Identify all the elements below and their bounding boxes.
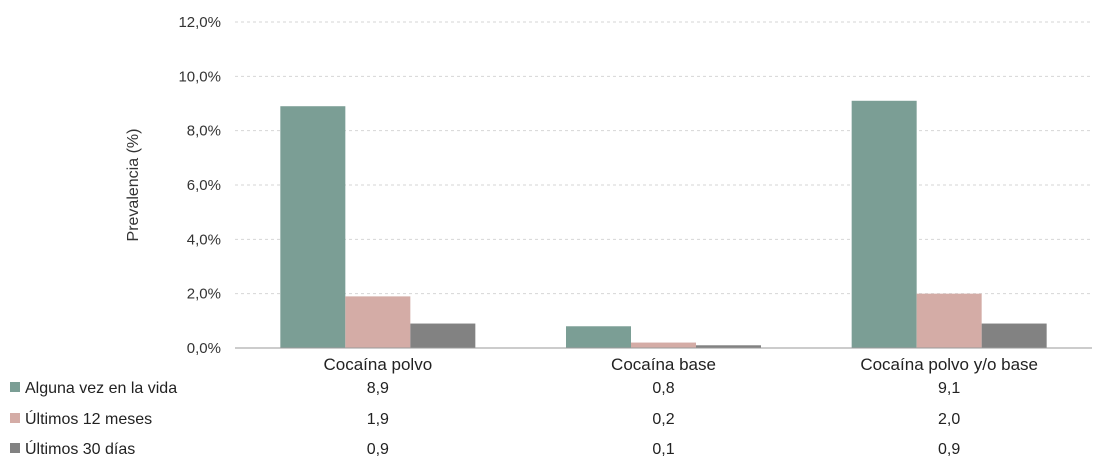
y-axis-ticks: 0,0% 2,0% 4,0% 6,0% 8,0% 10,0% 12,0% — [178, 14, 221, 357]
legend-swatch — [10, 413, 20, 423]
bar — [631, 342, 696, 348]
table-value: 0,1 — [652, 441, 674, 458]
legend-entry: Últimos 30 días — [25, 439, 135, 458]
legend-swatch — [10, 382, 20, 392]
bar — [280, 106, 346, 348]
category-label: Cocaína polvo y/o base — [860, 355, 1038, 374]
y-tick-label: 8,0% — [187, 123, 221, 140]
bar — [410, 323, 476, 348]
y-tick-label: 2,0% — [187, 286, 221, 303]
legend-entry: Últimos 12 meses — [25, 409, 152, 428]
category-labels: Cocaína polvo Cocaína base Cocaína polvo y… — [323, 355, 1038, 374]
table-value: 1,9 — [367, 411, 389, 428]
table-value: 9,1 — [938, 380, 960, 397]
data-table: Alguna vez en la vida 8,9 0,8 9,1 Últimos 12… — [10, 380, 960, 458]
table-value: 0,9 — [938, 441, 960, 458]
y-tick-label: 4,0% — [187, 231, 221, 248]
y-tick-label: 10,0% — [178, 68, 221, 85]
table-value: 8,9 — [367, 380, 389, 397]
y-axis-label: Prevalencia (%) — [125, 129, 142, 242]
bar — [981, 323, 1047, 348]
category-label: Cocaína base — [611, 355, 716, 374]
legend-entry: Alguna vez en la vida — [25, 380, 177, 397]
category-label: Cocaína polvo — [323, 355, 432, 374]
table-value: 2,0 — [938, 411, 960, 428]
bar — [916, 293, 982, 348]
bar — [566, 326, 631, 348]
bar — [696, 345, 761, 348]
gridlines — [235, 21, 1092, 295]
y-tick-label: 12,0% — [178, 14, 221, 31]
table-value: 0,9 — [367, 441, 389, 458]
bar — [345, 296, 411, 348]
y-tick-label: 0,0% — [187, 340, 221, 357]
bars — [280, 100, 1047, 349]
legend-swatch — [10, 443, 20, 453]
y-tick-label: 6,0% — [187, 177, 221, 194]
table-value: 0,2 — [652, 411, 674, 428]
table-value: 0,8 — [652, 380, 674, 397]
bar — [851, 100, 917, 349]
